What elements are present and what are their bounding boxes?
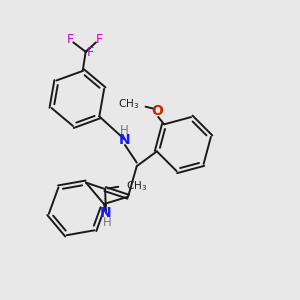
Text: H: H [103, 216, 112, 229]
Text: H: H [120, 124, 129, 137]
Text: O: O [151, 104, 163, 118]
Text: F: F [95, 33, 103, 46]
Text: F: F [67, 33, 74, 46]
Text: CH$_3$: CH$_3$ [126, 179, 147, 193]
Text: N: N [100, 206, 112, 220]
Text: F: F [86, 46, 94, 59]
Text: CH$_3$: CH$_3$ [118, 97, 140, 111]
Text: N: N [119, 133, 131, 147]
